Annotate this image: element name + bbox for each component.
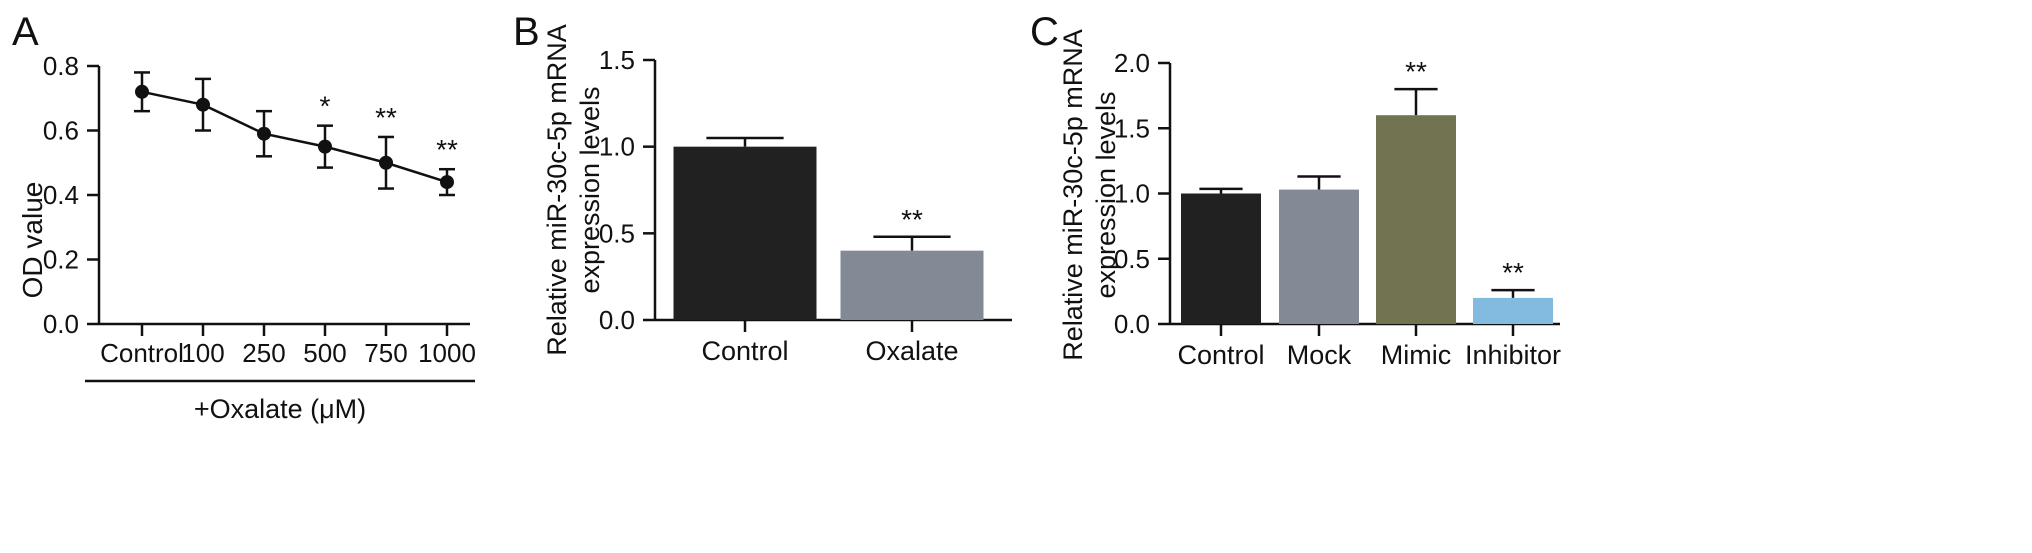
panel-c-ytick-label: 0.5 (1114, 244, 1150, 274)
panel-c-ytick-label: 1.5 (1114, 113, 1150, 143)
panel-c-ylabel: Relative miR-30c-5p mRNA expression leve… (1058, 29, 1121, 361)
panel-c-significance-marker: ** (1502, 257, 1524, 288)
panel-a-data-point (135, 84, 149, 99)
panel-a-data-point (379, 155, 393, 170)
panel-c-bar (1376, 115, 1456, 324)
panel-b: B Relative miR-30c-5p mRNA expression le… (513, 10, 1012, 366)
panel-a-ytick-label: 0.4 (43, 180, 79, 210)
panel-c-xtick-label: Control (1177, 340, 1264, 370)
panel-a-xtick-label: 1000 (418, 338, 476, 368)
panel-a-significance-marker: ** (375, 102, 397, 133)
panel-b-ylabel-line2: expression levels (575, 86, 605, 293)
panel-b-bar (840, 250, 984, 320)
panel-b-xtick-label: Control (701, 336, 788, 366)
panel-b-ytick-label: 0.5 (599, 218, 635, 248)
panel-a-ytick-label: 0.6 (43, 116, 79, 146)
panel-c-ylabel-line1: Relative miR-30c-5p mRNA (1058, 29, 1088, 361)
panel-label-b: B (513, 10, 540, 54)
panel-b-ylabel-line1: Relative miR-30c-5p mRNA (542, 24, 572, 356)
panel-b-ylabel: Relative miR-30c-5p mRNA expression leve… (542, 24, 605, 356)
panel-b-xtick-label: Oxalate (865, 336, 958, 366)
panel-a-data-point (257, 126, 271, 141)
panel-label-c: C (1030, 10, 1059, 54)
panel-a-series-line (141, 90, 448, 184)
panel-c-ylabel-line2: expression levels (1091, 91, 1121, 298)
panel-c: C Relative miR-30c-5p mRNA expression le… (1030, 10, 1561, 370)
panel-a-significance-marker: ** (436, 134, 458, 165)
panel-c-bar (1473, 297, 1553, 324)
panel-a-significance-marker: * (320, 91, 331, 122)
panel-c-significance-marker: ** (1405, 56, 1427, 87)
panel-label-a: A (12, 10, 39, 54)
panel-b-ytick-label: 1.5 (599, 45, 635, 75)
panel-c-xtick-label: Mock (1287, 340, 1352, 370)
panel-a-xtick-label: 250 (242, 338, 285, 368)
panel-a-xtick-label: Control (100, 338, 184, 368)
panel-c-bar (1181, 193, 1261, 324)
panel-c-ytick-label: 1.0 (1114, 179, 1150, 209)
panel-b-ytick-label: 1.0 (599, 132, 635, 162)
panel-b-bar (673, 146, 817, 320)
panel-c-bar (1279, 189, 1359, 324)
panel-a-ytick-label: 0.2 (43, 245, 79, 275)
panel-c-ytick-label: 0.0 (1114, 309, 1150, 339)
panel-a-data-point (196, 97, 210, 112)
panel-c-ytick-label: 2.0 (1114, 48, 1150, 78)
panel-a-ytick-label: 0.0 (43, 309, 79, 339)
panel-a-ytick-label: 0.8 (43, 51, 79, 81)
panel-a-data-point (440, 175, 454, 190)
panel-a-xtick-label: 750 (364, 338, 407, 368)
panel-b-significance-marker: ** (901, 204, 923, 235)
panel-a-xtick-label: 500 (303, 338, 346, 368)
panel-a-xtick-label: 100 (181, 338, 224, 368)
panel-c-xtick-label: Inhibitor (1465, 340, 1561, 370)
panel-c-xtick-label: Mimic (1381, 340, 1451, 370)
panel-a-data-point (318, 139, 332, 154)
panel-a-ylabel: OD value (17, 182, 48, 299)
panel-a-group-label: +Oxalate (μM) (194, 394, 366, 424)
panel-b-ytick-label: 0.0 (599, 305, 635, 335)
